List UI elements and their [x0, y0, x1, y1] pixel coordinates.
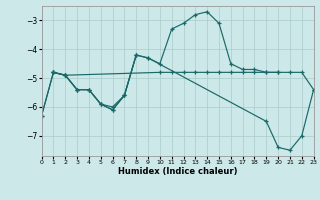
X-axis label: Humidex (Indice chaleur): Humidex (Indice chaleur)	[118, 167, 237, 176]
